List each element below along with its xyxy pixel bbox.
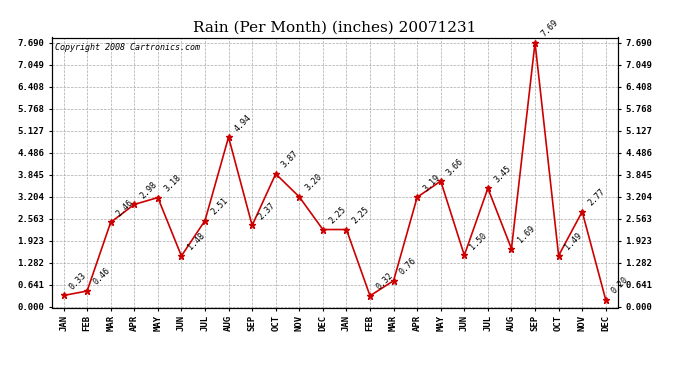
Title: Rain (Per Month) (inches) 20071231: Rain (Per Month) (inches) 20071231 [193,21,476,35]
Text: 4.94: 4.94 [233,112,253,133]
Text: 0.20: 0.20 [610,275,631,296]
Text: Copyright 2008 Cartronics.com: Copyright 2008 Cartronics.com [55,43,199,52]
Text: 0.32: 0.32 [374,271,395,292]
Text: 7.69: 7.69 [539,18,560,39]
Text: 3.18: 3.18 [162,173,183,194]
Text: 2.51: 2.51 [209,196,230,216]
Text: 2.77: 2.77 [586,187,607,207]
Text: 3.45: 3.45 [492,164,513,184]
Text: 2.37: 2.37 [256,201,277,221]
Text: 3.20: 3.20 [304,172,324,193]
Text: 1.48: 1.48 [186,231,206,252]
Text: 2.46: 2.46 [115,198,135,218]
Text: 2.25: 2.25 [327,205,348,225]
Text: 0.33: 0.33 [68,271,88,291]
Text: 0.76: 0.76 [397,256,418,276]
Text: 3.66: 3.66 [445,156,466,177]
Text: 1.49: 1.49 [563,231,583,252]
Text: 3.87: 3.87 [280,149,300,170]
Text: 1.50: 1.50 [469,231,489,251]
Text: 2.98: 2.98 [139,180,159,200]
Text: 0.46: 0.46 [91,266,112,287]
Text: 1.69: 1.69 [515,224,536,245]
Text: 2.25: 2.25 [351,205,371,225]
Text: 3.19: 3.19 [422,172,442,193]
